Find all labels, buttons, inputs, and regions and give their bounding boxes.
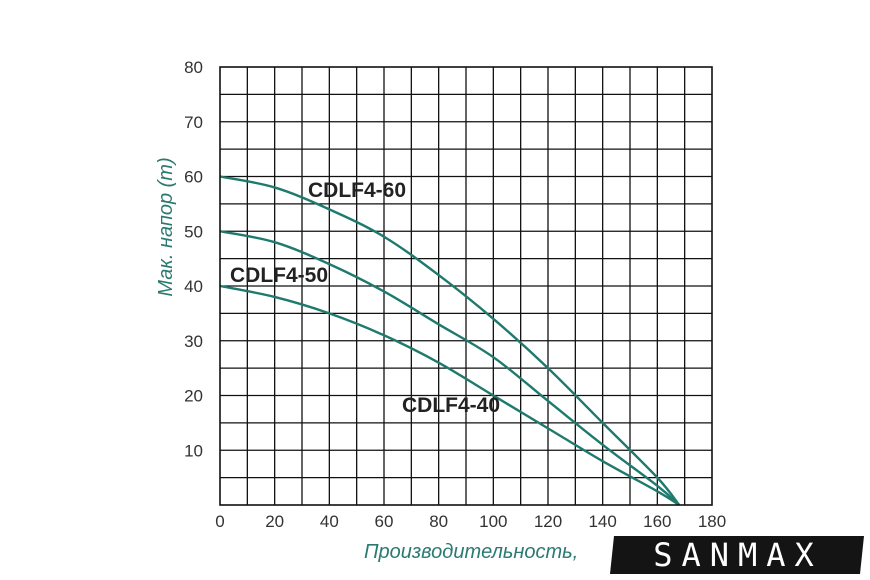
x-tick-label: 160 — [643, 512, 671, 531]
grid — [220, 67, 712, 505]
y-tick-label: 50 — [184, 222, 203, 241]
y-tick-label: 30 — [184, 332, 203, 351]
series-label-cdlf4-60: CDLF4-60 — [308, 179, 406, 202]
curves — [219, 175, 681, 507]
y-tick-label: 60 — [184, 168, 203, 187]
y-tick-label: 20 — [184, 387, 203, 406]
series-label-cdlf4-50: CDLF4-50 — [230, 264, 328, 287]
tick-labels: 0 20 40 60 80 100 120 140 160 180 10 20 30 40 50 60 70 80 — [184, 58, 726, 531]
x-tick-label: 100 — [479, 512, 507, 531]
x-tick-label: 140 — [588, 512, 616, 531]
x-tick-label: 180 — [698, 512, 726, 531]
x-tick-label: 40 — [320, 512, 339, 531]
series-line-cdlf4-60 — [219, 175, 681, 506]
x-tick-label: 0 — [215, 512, 224, 531]
x-tick-label: 60 — [375, 512, 394, 531]
series-line-cdlf4-40 — [219, 284, 680, 507]
x-tick-label: 20 — [265, 512, 284, 531]
y-tick-label: 80 — [184, 58, 203, 77]
y-tick-label: 10 — [184, 441, 203, 460]
series-label-cdlf4-40: CDLF4-40 — [402, 394, 500, 417]
y-tick-label: 70 — [184, 113, 203, 132]
x-tick-label: 120 — [534, 512, 562, 531]
y-tick-label: 40 — [184, 277, 203, 296]
y-axis-label: Мак. напор (m) — [155, 157, 177, 296]
x-axis-label: Производительность, — [364, 541, 578, 563]
watermark-logo: SANMAX — [653, 536, 823, 574]
series-line-cdlf4-50 — [219, 230, 680, 506]
x-tick-label: 80 — [429, 512, 448, 531]
plot-frame — [219, 66, 713, 506]
